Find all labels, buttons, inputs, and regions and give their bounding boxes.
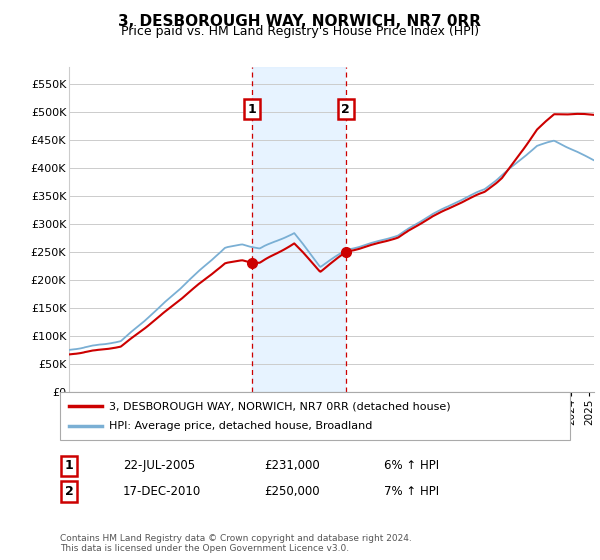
- Text: £231,000: £231,000: [264, 459, 320, 473]
- HPI: Average price, detached house, Broadland: (2.02e+03, 4.49e+05): Average price, detached house, Broadland…: [550, 137, 557, 144]
- HPI: Average price, detached house, Broadland: (2e+03, 7.51e+04): Average price, detached house, Broadland…: [65, 347, 73, 353]
- HPI: Average price, detached house, Broadland: (2.02e+03, 3.45e+05): Average price, detached house, Broadland…: [461, 195, 468, 202]
- Text: 1: 1: [247, 102, 256, 116]
- 3, DESBOROUGH WAY, NORWICH, NR7 0RR (detached house): [200, 277, 208, 283]
- Text: HPI: Average price, detached house, Broadland: HPI: Average price, detached house, Broa…: [109, 421, 373, 431]
- HPI: Average price, detached house, Broadland: (2.01e+03, 2.7e+05): Average price, detached house, Broadland…: [375, 237, 382, 244]
- 3, DESBOROUGH WAY, NORWICH, NR7 0RR (detached house): [416, 221, 423, 228]
- Line: 3, DESBOROUGH WAY, NORWICH, NR7 0RR (detached house): 3, DESBOROUGH WAY, NORWICH, NR7 0RR (det…: [69, 114, 594, 354]
- Text: 17-DEC-2010: 17-DEC-2010: [123, 485, 201, 498]
- 3, DESBOROUGH WAY, NORWICH, NR7 0RR (detached house): [590, 111, 598, 118]
- HPI: Average price, detached house, Broadland: (2.01e+03, 2.56e+05): Average price, detached house, Broadland…: [303, 245, 310, 252]
- Text: 6% ↑ HPI: 6% ↑ HPI: [384, 459, 439, 473]
- Text: 3, DESBOROUGH WAY, NORWICH, NR7 0RR: 3, DESBOROUGH WAY, NORWICH, NR7 0RR: [119, 14, 482, 29]
- HPI: Average price, detached house, Broadland: (2e+03, 2.24e+05): Average price, detached house, Broadland…: [200, 263, 208, 270]
- Text: £250,000: £250,000: [264, 485, 320, 498]
- Text: 22-JUL-2005: 22-JUL-2005: [123, 459, 195, 473]
- Text: 3, DESBOROUGH WAY, NORWICH, NR7 0RR (detached house): 3, DESBOROUGH WAY, NORWICH, NR7 0RR (det…: [109, 402, 451, 411]
- Text: 2: 2: [341, 102, 350, 116]
- 3, DESBOROUGH WAY, NORWICH, NR7 0RR (detached house): [65, 351, 73, 358]
- Text: 1: 1: [65, 459, 73, 473]
- HPI: Average price, detached house, Broadland: (2.02e+03, 3.03e+05): Average price, detached house, Broadland…: [416, 219, 423, 226]
- Text: Price paid vs. HM Land Registry's House Price Index (HPI): Price paid vs. HM Land Registry's House …: [121, 25, 479, 38]
- Text: Contains HM Land Registry data © Crown copyright and database right 2024.
This d: Contains HM Land Registry data © Crown c…: [60, 534, 412, 553]
- Text: 2: 2: [65, 485, 73, 498]
- 3, DESBOROUGH WAY, NORWICH, NR7 0RR (detached house): [461, 198, 468, 204]
- 3, DESBOROUGH WAY, NORWICH, NR7 0RR (detached house): [375, 240, 382, 246]
- 3, DESBOROUGH WAY, NORWICH, NR7 0RR (detached house): [158, 311, 166, 318]
- 3, DESBOROUGH WAY, NORWICH, NR7 0RR (detached house): [574, 110, 581, 117]
- 3, DESBOROUGH WAY, NORWICH, NR7 0RR (detached house): [303, 253, 310, 260]
- Text: 7% ↑ HPI: 7% ↑ HPI: [384, 485, 439, 498]
- HPI: Average price, detached house, Broadland: (2e+03, 1.56e+05): Average price, detached house, Broadland…: [158, 301, 166, 308]
- Line: HPI: Average price, detached house, Broadland: HPI: Average price, detached house, Broa…: [69, 141, 594, 350]
- HPI: Average price, detached house, Broadland: (2.03e+03, 4.14e+05): Average price, detached house, Broadland…: [590, 157, 598, 164]
